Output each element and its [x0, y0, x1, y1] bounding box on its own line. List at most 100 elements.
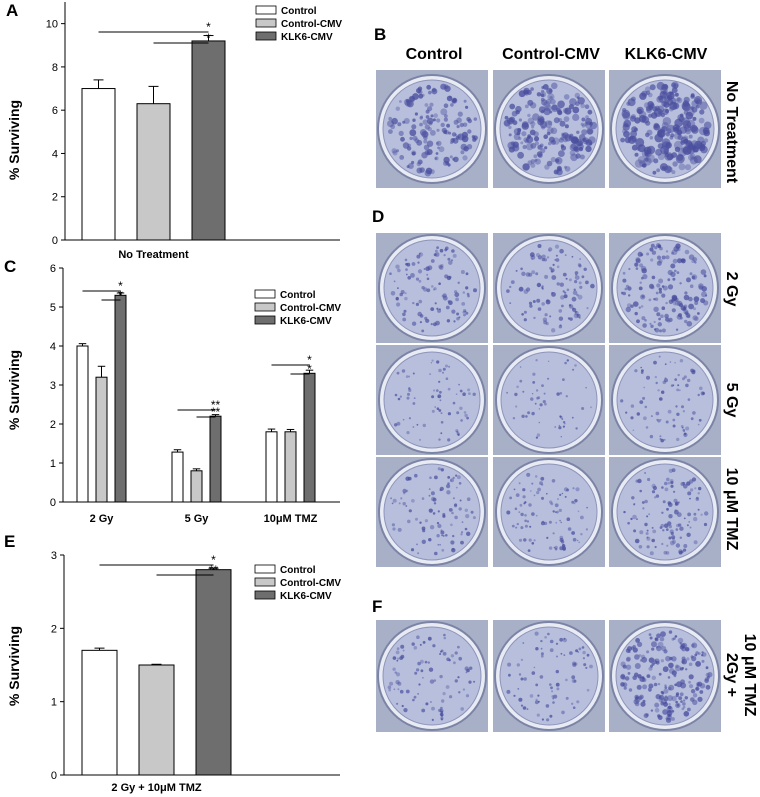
colony-dot: [637, 108, 643, 114]
colony-dot: [425, 109, 430, 114]
colony-dot: [431, 87, 437, 93]
colony-dot: [638, 545, 643, 549]
colony-dot: [653, 682, 658, 687]
colony-dot: [418, 299, 423, 304]
colony-dot: [554, 511, 557, 513]
colony-dot: [523, 538, 527, 542]
colony-dot: [396, 371, 400, 375]
colony-dot: [634, 262, 639, 267]
colony-dot: [418, 279, 422, 283]
colony-dot: [456, 317, 460, 321]
panel-label-c: C: [4, 257, 16, 276]
colony-dot: [454, 292, 460, 298]
colony-dot: [402, 317, 407, 322]
colony-dot: [624, 287, 628, 291]
colony-dot: [526, 708, 529, 710]
colony-dot: [508, 673, 511, 677]
colony-dot: [440, 83, 447, 90]
colony-dot: [634, 538, 640, 544]
colony-dot: [692, 315, 698, 321]
colony-dot: [451, 132, 457, 137]
colony-dot: [659, 246, 663, 251]
colony-dot: [416, 668, 420, 672]
colony-dot: [411, 321, 417, 326]
colony-dot: [473, 117, 477, 121]
colony-dot: [452, 98, 457, 103]
colony-dot: [423, 135, 428, 140]
colony-dot: [401, 369, 406, 373]
colony-dot: [552, 532, 555, 535]
y-tick-label: 1: [50, 458, 56, 470]
colony-dot: [524, 514, 527, 517]
colony-dot: [645, 90, 651, 96]
colony-dot: [694, 301, 699, 305]
colony-dot: [464, 310, 467, 313]
colony-dot: [531, 411, 535, 416]
colony-dot: [634, 159, 644, 168]
colony-dot: [411, 124, 417, 130]
colony-dot: [523, 502, 526, 505]
colony-dot: [518, 136, 522, 141]
colony-dot: [431, 285, 434, 288]
colony-dot: [585, 115, 589, 119]
colony-dot: [581, 275, 585, 279]
colony-dot: [434, 475, 438, 480]
colony-dot: [676, 412, 680, 416]
colony-dot: [537, 700, 540, 703]
colony-dot: [586, 307, 589, 310]
colony-dot: [560, 144, 565, 148]
colony-dot: [537, 118, 545, 126]
bar-klk6-cmv: [114, 294, 127, 503]
colony-dot: [416, 254, 421, 259]
colony-dot: [568, 278, 572, 282]
colony-dot: [678, 163, 686, 171]
colony-dot: [666, 477, 670, 482]
colony-dot: [436, 140, 442, 147]
colony-dot: [405, 505, 408, 507]
colony-dot: [572, 368, 575, 371]
colony-dot: [542, 317, 548, 322]
petri-dish-plate: [609, 233, 721, 343]
colony-dot: [534, 402, 537, 405]
colony-dot: [651, 662, 655, 666]
legend-label: KLK6-CMV: [281, 32, 333, 43]
colony-dot: [668, 468, 673, 473]
colony-dot: [694, 316, 699, 322]
colony-dot: [558, 424, 561, 427]
colony-dot: [668, 524, 672, 529]
colony-dot: [646, 536, 649, 539]
colony-dot: [409, 136, 413, 141]
colony-dot: [652, 485, 658, 491]
colony-dot: [426, 149, 433, 155]
colony-dot: [681, 405, 684, 409]
colony-dot: [693, 512, 697, 516]
colony-dot: [585, 528, 589, 531]
bar-control-cmv: [190, 470, 203, 503]
colony-dot: [574, 499, 578, 503]
colony-dot: [544, 274, 549, 279]
colony-dot: [572, 706, 576, 709]
colony-dot: [704, 511, 709, 516]
colony-dot: [450, 138, 456, 143]
colony-dot: [532, 113, 540, 121]
colony-dot: [693, 540, 698, 545]
colony-dot: [688, 254, 695, 260]
colony-dot: [632, 675, 637, 680]
colony-dot: [634, 152, 639, 157]
colony-dot: [537, 396, 541, 400]
colony-dot: [392, 656, 397, 660]
colony-dot: [665, 717, 672, 723]
colony-dot: [467, 294, 470, 298]
colony-dot: [656, 255, 662, 260]
colony-dot: [462, 122, 468, 127]
colony-dot: [658, 278, 664, 284]
colony-dot: [625, 284, 630, 288]
colony-dot: [424, 519, 428, 523]
colony-dot: [559, 493, 562, 496]
colony-dot: [541, 89, 545, 93]
colony-dot: [544, 120, 553, 128]
colony-dot: [446, 657, 450, 662]
colony-dot: [556, 392, 560, 396]
colony-dot: [673, 637, 676, 640]
colony-dot: [667, 269, 673, 276]
